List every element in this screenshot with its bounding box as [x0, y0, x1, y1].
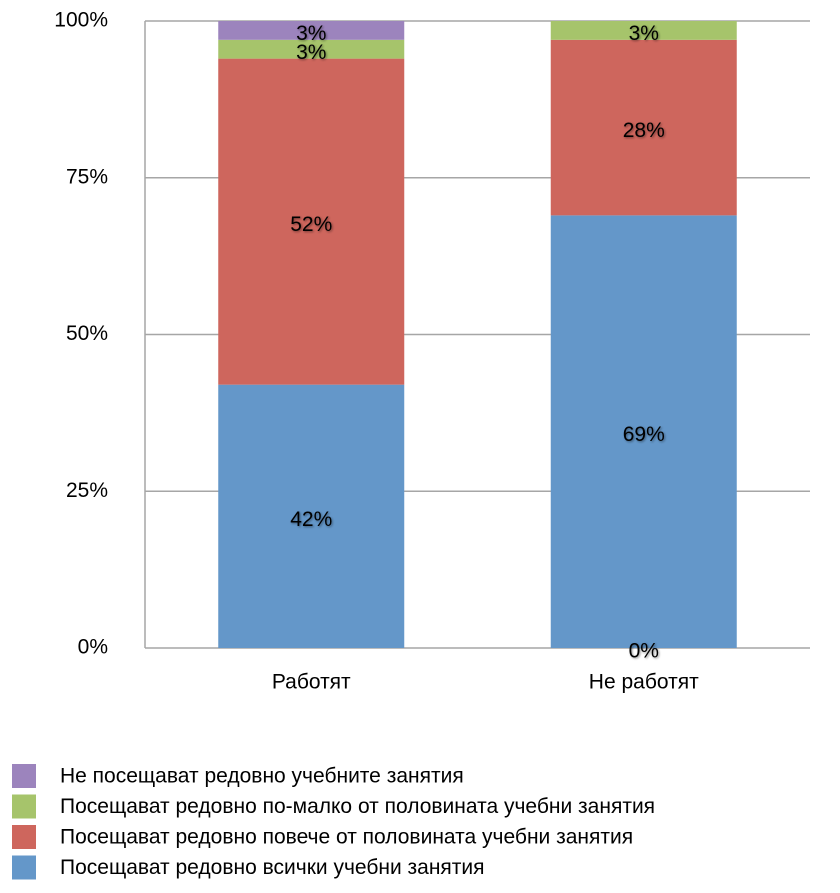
bar-segment [218, 58, 405, 385]
data-label: 42% [290, 508, 332, 531]
data-label: 69% [623, 423, 665, 446]
legend-swatch [12, 764, 36, 788]
legend-swatch [12, 855, 36, 880]
legend-label: Посещават редовно всички учебни занятия [60, 856, 485, 879]
legend-swatch [12, 825, 36, 849]
data-label: 3% [296, 22, 326, 45]
data-label: 3% [629, 22, 659, 45]
data-label: 28% [623, 119, 665, 142]
legend-swatch [12, 794, 36, 819]
bar-segment [550, 21, 737, 40]
bar-segment [218, 39, 405, 59]
bar-segment [218, 21, 405, 40]
y-tick-label: 50% [66, 322, 108, 345]
data-label: 3% [296, 41, 326, 64]
data-label: 52% [290, 213, 332, 236]
legend-label: Посещават редовно повече от половината у… [60, 826, 633, 849]
bar-segment [550, 39, 737, 216]
legend-label: Не посещават редовно учебните занятия [60, 765, 464, 788]
x-tick-label: Не работят [589, 671, 699, 694]
x-tick-label: Работят [272, 671, 351, 694]
y-tick-label: 75% [66, 165, 108, 188]
bar-segment [218, 384, 405, 648]
y-tick-label: 0% [78, 636, 108, 659]
data-label: 0% [629, 640, 659, 663]
y-tick-label: 25% [66, 479, 108, 502]
bar-segment [550, 215, 737, 648]
y-tick-label: 100% [54, 9, 108, 32]
legend-label: Посещават редовно по-малко от половината… [60, 795, 655, 818]
